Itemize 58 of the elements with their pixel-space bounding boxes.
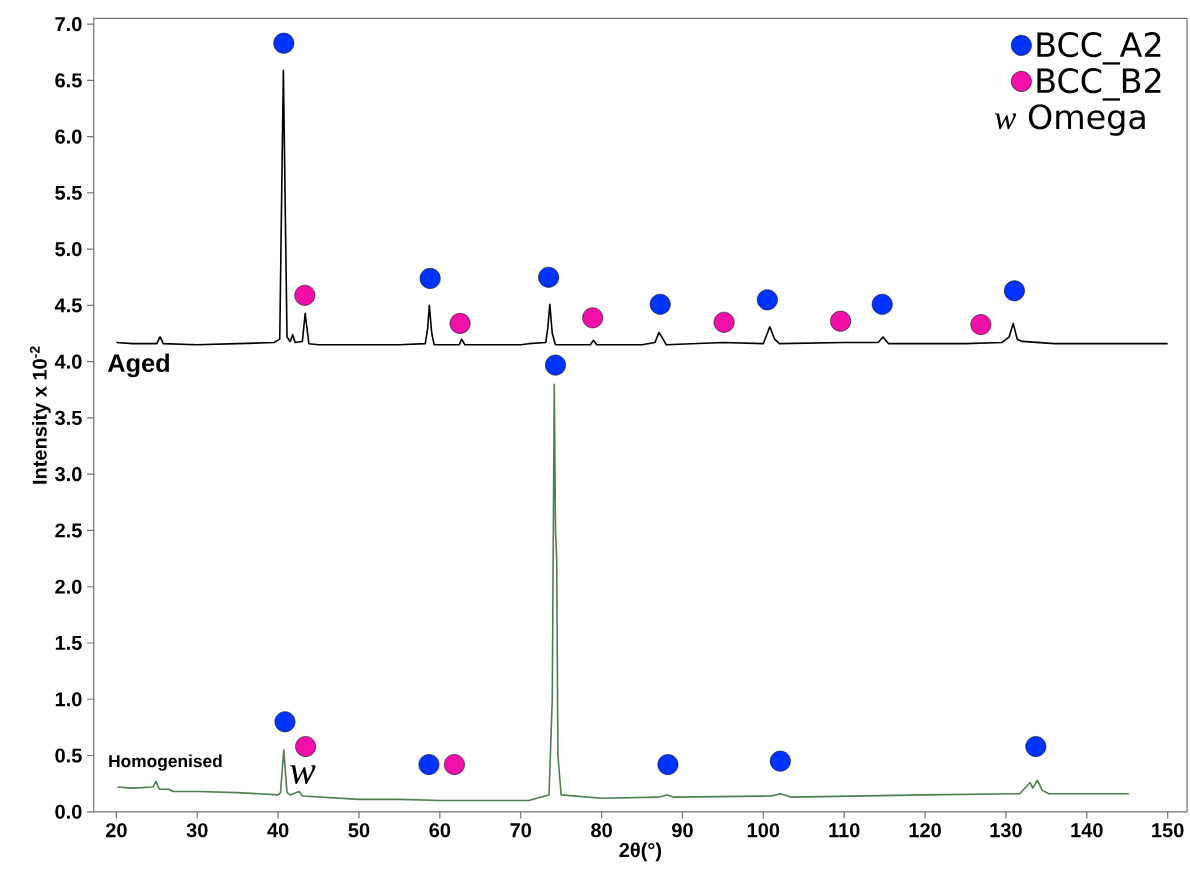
x-tick-label: 30 [186, 823, 208, 838]
y-tick-label: 7.0 [55, 17, 82, 32]
point [274, 711, 296, 733]
point [769, 750, 791, 772]
annotation: w [290, 765, 316, 784]
x-tick-label: 120 [909, 823, 941, 838]
point [538, 266, 560, 288]
point [649, 293, 671, 315]
annotation: w Omega [994, 104, 1145, 136]
point [419, 268, 441, 289]
x-axis-title: 2θ(°) [619, 842, 662, 862]
x-tick-label: 60 [429, 823, 451, 838]
x-tick-label: 90 [672, 823, 693, 838]
point [1025, 736, 1047, 757]
series-label: Homogenised [109, 754, 222, 771]
point [582, 307, 604, 329]
x-tick-label: 20 [105, 823, 127, 838]
legend-label: BCC_B2 [1037, 68, 1161, 101]
x-tick-label: 80 [591, 823, 612, 838]
point [449, 313, 471, 334]
point [756, 289, 778, 311]
y-tick-label: 0.0 [55, 804, 82, 819]
x-tick-label: 110 [829, 823, 860, 838]
y-tick-label: 5.0 [55, 242, 82, 257]
y-tick-label: 6.0 [55, 129, 82, 144]
y-tick-label: 2.0 [55, 579, 82, 594]
point [545, 354, 566, 376]
point [295, 736, 317, 757]
point [294, 284, 316, 306]
y-tick-label: 0.5 [55, 748, 82, 763]
legend-label: BCC_A2 [1037, 31, 1161, 65]
x-tick-label: 50 [348, 823, 370, 838]
y-tick-label: 4.0 [54, 354, 82, 369]
y-tick-label: 4.5 [54, 298, 82, 313]
point [871, 293, 893, 315]
y-tick-label: 1.0 [55, 692, 82, 707]
y-tick-label: 1.5 [55, 636, 82, 650]
x-tick-label: 70 [510, 823, 531, 838]
y-tick-label: 2.5 [55, 523, 82, 538]
point [970, 314, 992, 335]
x-tick-label: 40 [267, 823, 289, 838]
point [713, 311, 735, 333]
y-tick-label: 3.5 [55, 410, 82, 426]
point [830, 310, 851, 332]
point [418, 754, 440, 775]
y-tick-label: 5.5 [55, 185, 82, 200]
point [1004, 280, 1025, 302]
y-tick-label: 6.5 [55, 73, 82, 88]
x-tick-label: 140 [1071, 823, 1103, 838]
point [444, 754, 465, 775]
x-tick-label: 130 [990, 823, 1022, 838]
point [657, 754, 679, 775]
point [273, 32, 295, 54]
series-label: Aged [107, 353, 169, 378]
y-tick-label: 3.0 [55, 467, 82, 482]
x-tick-label: 150 [1152, 823, 1184, 838]
x-tick-label: 100 [747, 823, 780, 838]
y-axis-title: Intensity x 10$^{-2}$ [29, 346, 51, 484]
